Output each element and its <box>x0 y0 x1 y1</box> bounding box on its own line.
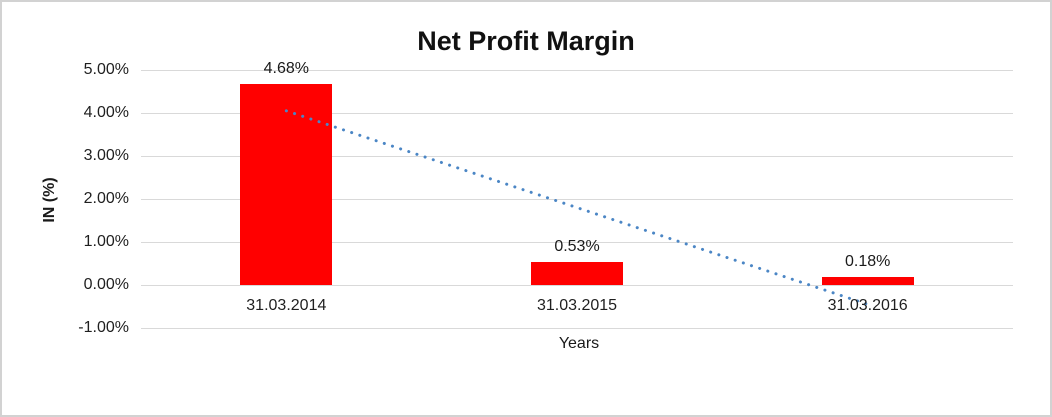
gridline <box>141 328 1013 329</box>
y-tick-label: 5.00% <box>83 61 129 78</box>
x-axis-title: Years <box>558 335 600 352</box>
bar <box>821 277 914 285</box>
chart-title: Net Profit Margin <box>417 26 635 56</box>
gridline <box>141 70 1013 71</box>
bar-value-label: 4.68% <box>263 59 310 77</box>
bar <box>240 83 333 285</box>
y-tick-label: -1.00% <box>78 319 129 336</box>
x-category-label: 31.03.2016 <box>827 297 908 314</box>
y-tick-label: 0.00% <box>83 276 129 293</box>
y-tick-label: 2.00% <box>83 190 129 207</box>
y-tick-label: 4.00% <box>83 104 129 121</box>
x-category-label: 31.03.2014 <box>246 297 327 314</box>
gridline <box>141 285 1013 286</box>
y-tick-label: 1.00% <box>83 233 129 250</box>
bar-value-label: 0.53% <box>554 238 600 256</box>
y-tick-label: 3.00% <box>83 147 129 164</box>
x-category-label: 31.03.2015 <box>536 297 618 314</box>
bar <box>531 262 623 285</box>
bar-value-label: 0.18% <box>844 253 891 271</box>
